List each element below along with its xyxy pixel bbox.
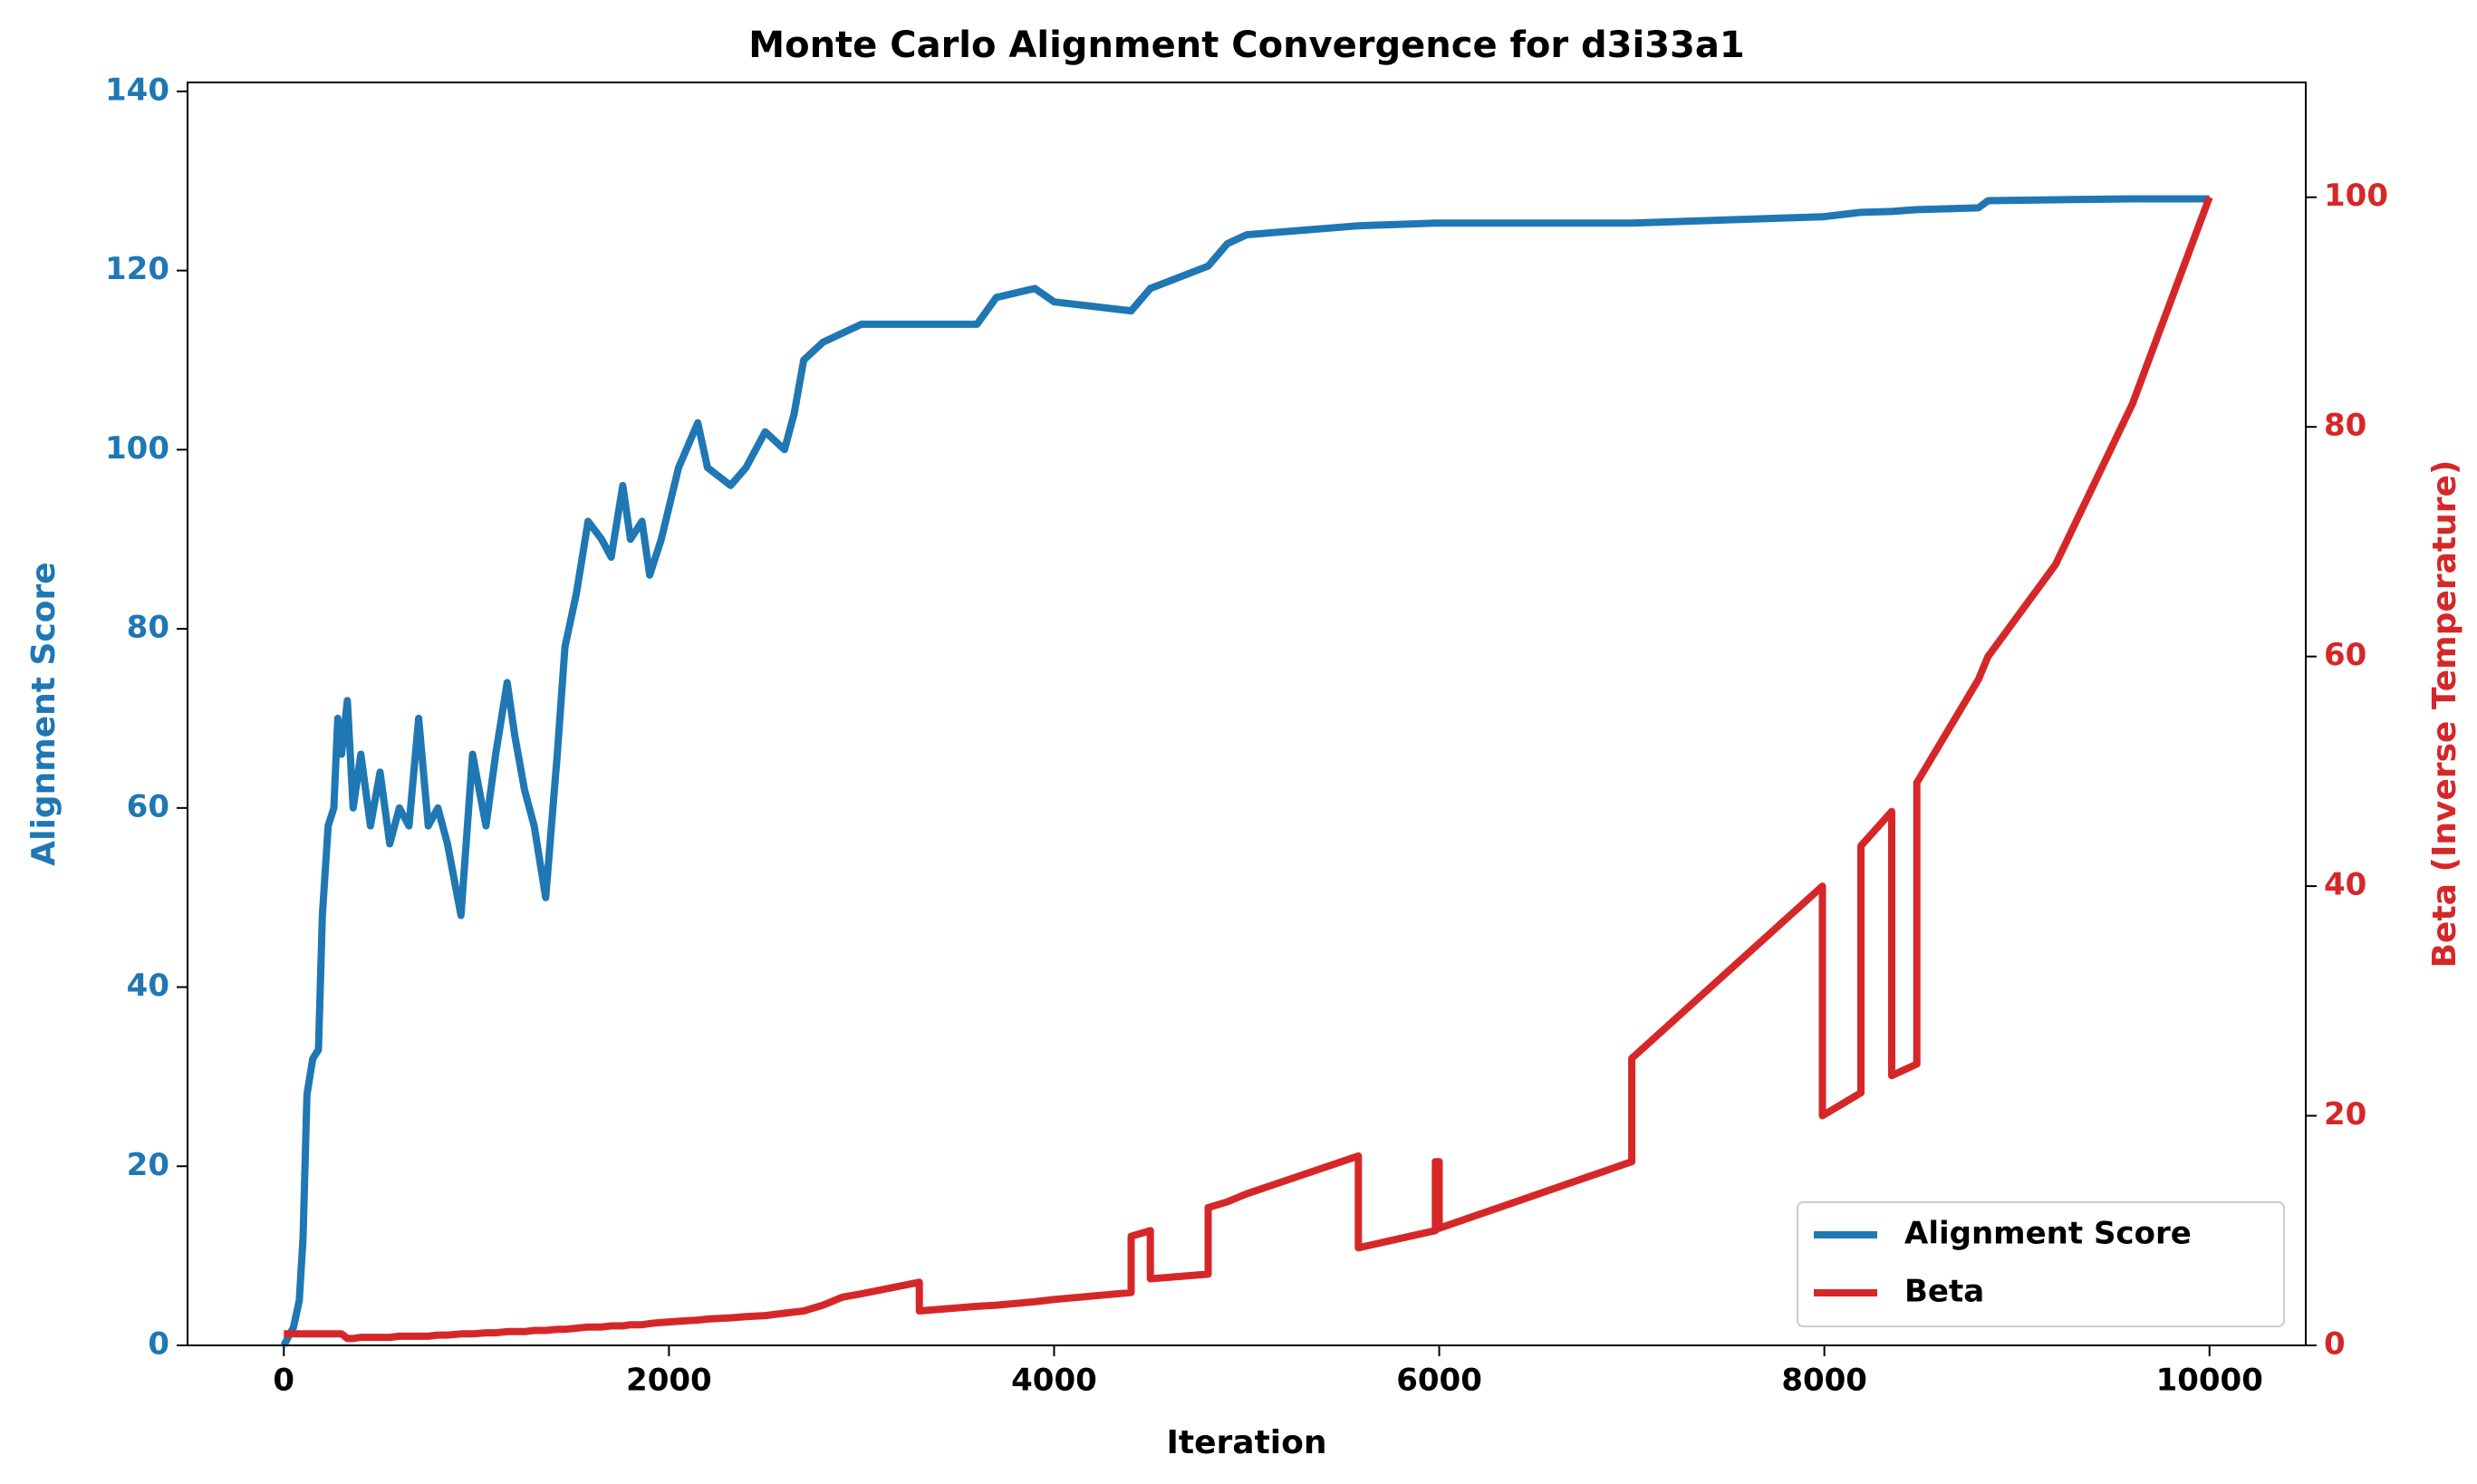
x-tick-label: 2000 bbox=[626, 1363, 712, 1399]
series-line bbox=[280, 195, 2210, 1347]
y-tick-label: 80 bbox=[127, 610, 169, 646]
y-tick-label: 60 bbox=[127, 788, 169, 824]
y2-tick-label: 80 bbox=[2324, 408, 2366, 444]
y2-tick-label: 40 bbox=[2324, 867, 2366, 903]
y2-tick-label: 20 bbox=[2324, 1096, 2366, 1132]
y2-tick-label: 100 bbox=[2324, 178, 2388, 214]
legend-label: Beta bbox=[1904, 1274, 1984, 1310]
y-tick-label: 120 bbox=[105, 251, 169, 287]
x-tick-label: 4000 bbox=[1011, 1363, 1097, 1399]
y-tick-label: 100 bbox=[105, 430, 169, 467]
series-line bbox=[284, 196, 2213, 1343]
x-tick-label: 8000 bbox=[1781, 1363, 1867, 1399]
y2-tick-label: 60 bbox=[2324, 637, 2366, 673]
x-tick-label: 6000 bbox=[1396, 1363, 1482, 1399]
x-axis-label: Iteration bbox=[1167, 1424, 1327, 1461]
chart-title: Monte Carlo Alignment Convergence for d3… bbox=[748, 24, 1744, 66]
y-tick-label: 20 bbox=[127, 1147, 169, 1183]
y-tick-label: 0 bbox=[148, 1326, 169, 1363]
y-tick-label: 140 bbox=[105, 72, 169, 108]
y2-axis-label: Beta (Inverse Temperature) bbox=[2426, 460, 2463, 968]
y-tick-label: 40 bbox=[127, 968, 169, 1004]
y2-tick-label: 0 bbox=[2324, 1326, 2346, 1363]
legend-label: Alignment Score bbox=[1904, 1216, 2192, 1252]
plot-frame bbox=[187, 82, 2307, 1346]
y-axis-label: Alignment Score bbox=[25, 562, 63, 865]
x-tick-label: 10000 bbox=[2156, 1363, 2263, 1399]
x-tick-label: 0 bbox=[273, 1363, 294, 1399]
legend-box bbox=[1797, 1201, 2285, 1327]
